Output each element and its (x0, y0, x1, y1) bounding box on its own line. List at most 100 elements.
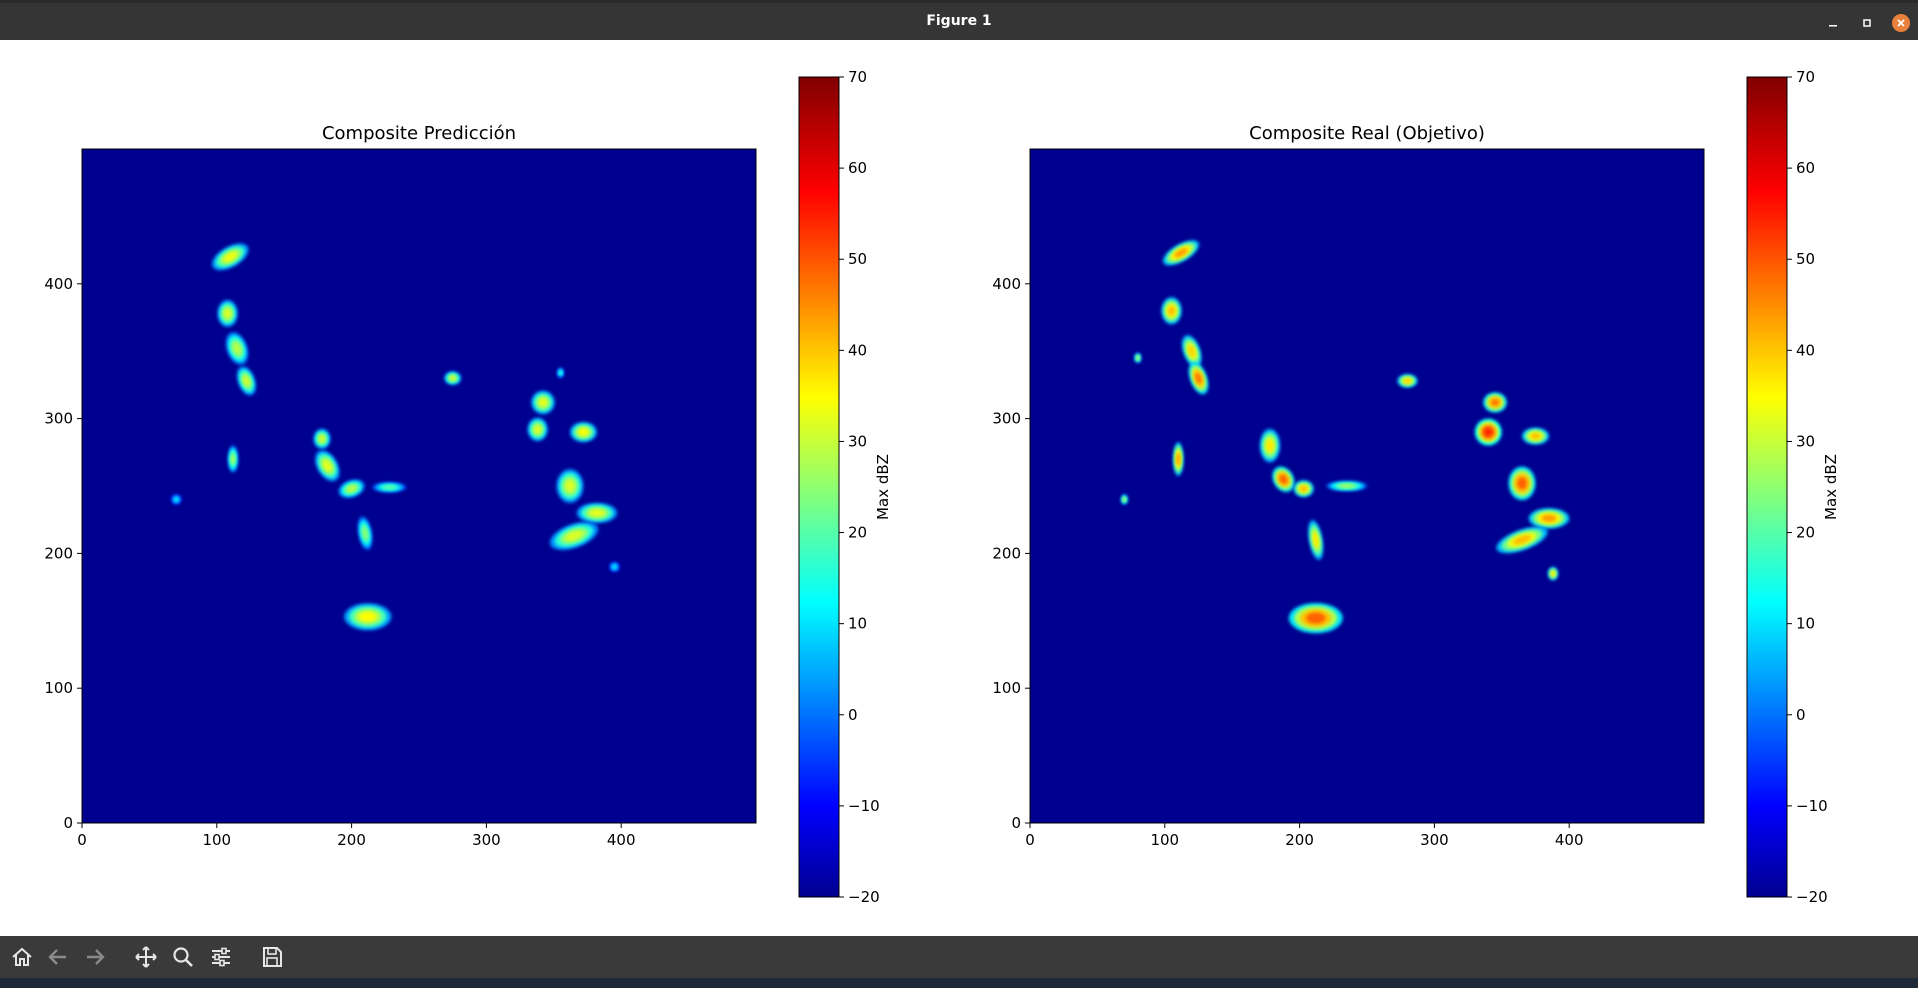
colorbar: −20 −10 0 10 20 30 40 50 60 70 Max dBZ (1746, 68, 1840, 906)
close-button[interactable] (1892, 14, 1910, 32)
save-icon (263, 947, 282, 967)
x-tick-label: 400 (607, 831, 636, 849)
reflectivity-cell (171, 494, 182, 505)
desktop-taskbar-strip (0, 978, 1918, 988)
heatmap-cells (1120, 240, 1570, 634)
reflectivity-cell (1508, 466, 1536, 501)
colorbar-tick-label: 40 (1796, 341, 1815, 359)
configure-subplots-button[interactable] (206, 942, 236, 972)
reflectivity-cell (1397, 374, 1418, 388)
figure-canvas[interactable]: Composite Predicción 0 100 200 300 400 0 100 200… (0, 40, 1918, 936)
maximize-button[interactable] (1858, 14, 1876, 32)
x-tick-label: 200 (337, 831, 366, 849)
home-icon (12, 947, 32, 966)
reflectivity-cell (315, 450, 340, 482)
colorbar-tick-label: 0 (1796, 706, 1806, 724)
x-tick-label: 100 (202, 831, 231, 849)
colorbar-label: Max dBZ (874, 454, 892, 520)
reflectivity-cell (1272, 466, 1295, 492)
reflectivity-cell (1288, 602, 1343, 634)
forward-button[interactable] (80, 942, 110, 972)
maximize-icon (1863, 19, 1871, 27)
reflectivity-cell (1188, 362, 1209, 395)
reflectivity-cell (1528, 508, 1570, 529)
colorbar-tick-label: 30 (1796, 432, 1815, 450)
colorbar-tick-label: 10 (848, 615, 867, 633)
subplot-title: Composite Predicción (322, 123, 516, 144)
reflectivity-cell (1547, 566, 1559, 581)
reflectivity-cell (527, 417, 548, 442)
colorbar-tick-label: 60 (1796, 159, 1815, 177)
reflectivity-cell (531, 390, 555, 415)
reflectivity-cell (1173, 442, 1184, 476)
reflectivity-cell (1181, 335, 1202, 368)
close-icon (1897, 19, 1905, 27)
reflectivity-cell (1522, 427, 1549, 445)
colorbar-tick-label: 0 (848, 706, 858, 724)
colorbar-label: Max dBZ (1822, 454, 1840, 520)
navigation-toolbar (0, 936, 1918, 978)
reflectivity-cell (1162, 240, 1199, 266)
reflectivity-cell (217, 299, 238, 327)
move-icon (135, 946, 157, 968)
minimize-button[interactable] (1824, 14, 1842, 32)
zoom-button[interactable] (168, 942, 198, 972)
reflectivity-cell (576, 502, 618, 524)
y-tick-label: 200 (44, 544, 73, 562)
colorbar-tick-label: −20 (848, 888, 880, 906)
x-tick-label: 0 (1025, 831, 1035, 849)
x-tick-label: 300 (472, 831, 501, 849)
colorbar-tick-label: 50 (1796, 250, 1815, 268)
y-tick-label: 100 (44, 679, 73, 697)
colorbar-tick-label: 20 (1796, 524, 1815, 542)
reflectivity-cell (1496, 526, 1548, 554)
reflectivity-cell (313, 428, 331, 449)
reflectivity-cell (338, 479, 365, 498)
pan-button[interactable] (131, 942, 161, 972)
subplot-title: Composite Real (Objetivo) (1249, 123, 1485, 144)
reflectivity-cell (609, 561, 620, 572)
colorbar-tick-label: −20 (1796, 888, 1828, 906)
reflectivity-cell (444, 371, 462, 385)
colorbar-tick-label: 70 (848, 68, 867, 86)
window-title: Figure 1 (926, 13, 992, 29)
colorbar-gradient (798, 76, 840, 898)
y-tick-label: 300 (44, 410, 73, 428)
reflectivity-cell (557, 367, 564, 378)
x-tick-label: 300 (1420, 831, 1449, 849)
reflectivity-cell (549, 521, 599, 550)
reflectivity-cell (227, 445, 239, 473)
home-button[interactable] (7, 942, 37, 972)
heatmap-cells (171, 243, 620, 631)
reflectivity-cell (556, 469, 584, 503)
save-button[interactable] (257, 942, 287, 972)
reflectivity-cell (372, 482, 407, 493)
colorbar-tick-label: 40 (848, 341, 867, 359)
reflectivity-cell (1259, 428, 1281, 463)
subplot-2: Composite Real (Objetivo)0 100 200 300 40001… (992, 68, 1840, 906)
reflectivity-cell (1293, 480, 1314, 498)
heatmap-background (82, 149, 756, 823)
reflectivity-cell (357, 516, 373, 550)
reflectivity-cell (1483, 392, 1507, 413)
colorbar-tick-label: −10 (1796, 797, 1828, 815)
back-button[interactable] (43, 942, 73, 972)
y-tick-label: 300 (992, 410, 1021, 428)
reflectivity-cell (225, 332, 249, 365)
reflectivity-cell (344, 603, 392, 631)
arrow-right-icon (87, 949, 105, 965)
reflectivity-cell (1474, 418, 1502, 446)
colorbar-tick-label: 50 (848, 250, 867, 268)
sliders-icon (212, 947, 230, 967)
reflectivity-cell (1134, 352, 1142, 363)
arrow-left-icon (48, 949, 66, 965)
y-tick-label: 400 (992, 275, 1021, 293)
y-tick-label: 0 (1011, 814, 1021, 832)
reflectivity-cell (569, 421, 597, 443)
reflectivity-cell (1326, 480, 1367, 492)
colorbar-tick-label: 60 (848, 159, 867, 177)
window-titlebar: Figure 1 (0, 0, 1918, 40)
x-tick-label: 200 (1285, 831, 1314, 849)
colorbar-tick-label: 30 (848, 432, 867, 450)
